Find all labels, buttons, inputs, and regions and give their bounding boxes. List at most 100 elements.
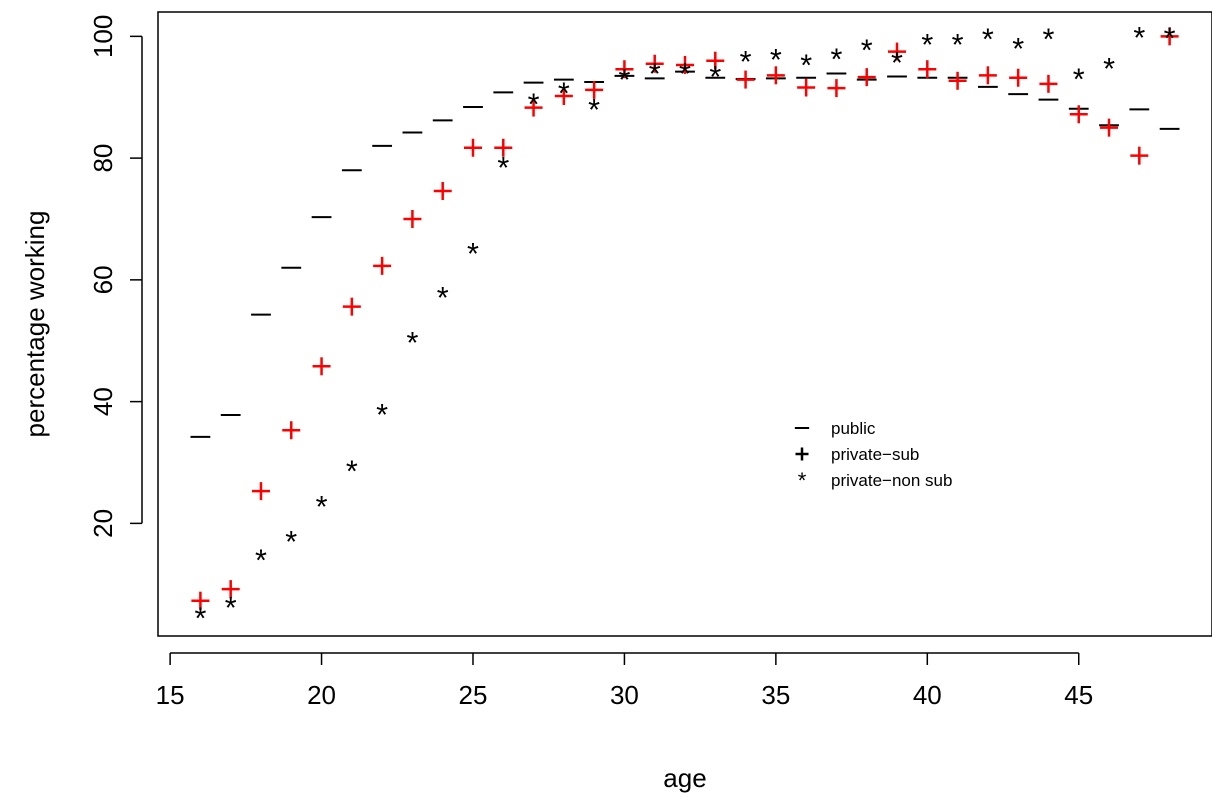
point-private-sub	[312, 357, 331, 376]
point-private-non-sub: *	[618, 63, 630, 97]
svg-text:*: *	[1073, 63, 1085, 97]
svg-text:*: *	[285, 525, 297, 559]
svg-text:*: *	[982, 22, 994, 56]
point-private-sub	[463, 138, 482, 157]
point-private-sub	[676, 55, 694, 74]
svg-text:*: *	[800, 49, 812, 83]
point-private-sub	[403, 209, 422, 228]
point-private-non-sub: *	[316, 490, 328, 524]
point-private-sub	[766, 66, 785, 85]
point-private-sub	[282, 421, 301, 440]
point-private-non-sub: *	[709, 60, 721, 94]
point-private-sub	[1009, 68, 1028, 87]
point-private-non-sub: *	[740, 45, 752, 79]
point-private-non-sub: *	[376, 398, 388, 432]
point-private-non-sub: *	[891, 46, 903, 80]
svg-text:*: *	[467, 237, 479, 271]
svg-text:*: *	[316, 490, 328, 524]
point-private-sub	[1160, 27, 1179, 46]
x-tick-label: 25	[459, 680, 488, 710]
point-private-non-sub: *	[225, 591, 237, 625]
point-private-non-sub: *	[1133, 21, 1145, 55]
point-private-sub	[221, 580, 240, 599]
point-private-sub	[827, 79, 846, 98]
data-points: * * * * * * * * * * * * * * * * * * * * * * * * * * * * * * * * *	[190, 21, 1180, 635]
point-private-non-sub: *	[497, 151, 509, 185]
legend-label: private−non sub	[831, 471, 952, 490]
svg-text:*: *	[1133, 21, 1145, 55]
y-tick-label: 40	[88, 387, 118, 416]
point-private-non-sub: *	[861, 33, 873, 67]
svg-text:*: *	[740, 45, 752, 79]
x-tick-label: 15	[156, 680, 185, 710]
point-private-non-sub: *	[770, 43, 782, 77]
point-private-non-sub: *	[194, 601, 206, 635]
legend-symbol: *	[798, 468, 807, 493]
point-private-non-sub: *	[406, 326, 418, 360]
y-tick-label: 60	[88, 265, 118, 294]
point-private-sub	[1039, 74, 1058, 93]
point-private-sub	[857, 68, 876, 87]
x-axis: 15 20 25 30 35 40 45	[156, 652, 1093, 710]
point-private-sub	[494, 138, 513, 157]
svg-text:*: *	[679, 57, 691, 91]
point-private-non-sub: *	[528, 87, 540, 121]
point-private-sub	[1130, 146, 1149, 165]
svg-text:*: *	[255, 543, 267, 577]
svg-text:*: *	[1012, 32, 1024, 66]
point-private-sub	[706, 51, 725, 70]
x-tick-label: 45	[1064, 680, 1093, 710]
point-private-sub	[1100, 118, 1119, 137]
svg-text:*: *	[770, 43, 782, 77]
svg-text:*: *	[194, 601, 206, 635]
svg-text:*: *	[376, 398, 388, 432]
svg-text:*: *	[528, 87, 540, 121]
point-private-non-sub: *	[800, 49, 812, 83]
point-private-sub	[797, 78, 816, 97]
legend-label: public	[831, 419, 876, 438]
legend-label: private−sub	[831, 445, 919, 464]
point-private-sub	[585, 80, 604, 99]
svg-text:*: *	[588, 93, 600, 127]
svg-text:*: *	[952, 28, 964, 62]
point-private-non-sub: *	[437, 281, 449, 315]
y-tick-label: 20	[88, 509, 118, 538]
x-tick-label: 30	[610, 680, 639, 710]
point-private-non-sub: *	[679, 57, 691, 91]
point-private-sub	[554, 87, 573, 106]
svg-text:*: *	[225, 591, 237, 625]
point-private-non-sub: *	[921, 28, 933, 62]
point-private-sub	[918, 60, 937, 79]
svg-text:*: *	[437, 281, 449, 315]
point-private-non-sub: *	[558, 77, 570, 111]
svg-text:*: *	[830, 42, 842, 76]
point-private-non-sub: *	[588, 93, 600, 127]
svg-text:*: *	[1164, 22, 1176, 56]
point-private-non-sub: *	[1012, 32, 1024, 66]
x-tick-label: 20	[307, 680, 336, 710]
svg-text:*: *	[618, 63, 630, 97]
plot-frame	[157, 11, 1212, 637]
point-private-non-sub: *	[1042, 22, 1054, 56]
y-axis: 20 40 60 80 100	[88, 15, 143, 538]
point-private-non-sub: *	[649, 57, 661, 91]
legend: public private−sub * private−non sub	[794, 419, 952, 493]
point-private-non-sub: *	[1073, 63, 1085, 97]
svg-text:*: *	[921, 28, 933, 62]
point-private-non-sub: *	[1164, 22, 1176, 56]
point-private-non-sub: *	[255, 543, 267, 577]
point-private-non-sub: *	[830, 42, 842, 76]
x-axis-label: age	[663, 763, 706, 793]
point-private-sub	[978, 66, 997, 85]
legend-symbol	[795, 447, 809, 461]
point-private-non-sub: *	[285, 525, 297, 559]
svg-text:*: *	[709, 60, 721, 94]
point-private-non-sub: *	[982, 22, 994, 56]
point-private-non-sub: *	[467, 237, 479, 271]
point-private-sub	[948, 71, 967, 90]
point-private-sub	[191, 591, 210, 610]
y-axis-label: percentage working	[20, 211, 50, 438]
svg-text:*: *	[558, 77, 570, 111]
x-tick-label: 40	[913, 680, 942, 710]
